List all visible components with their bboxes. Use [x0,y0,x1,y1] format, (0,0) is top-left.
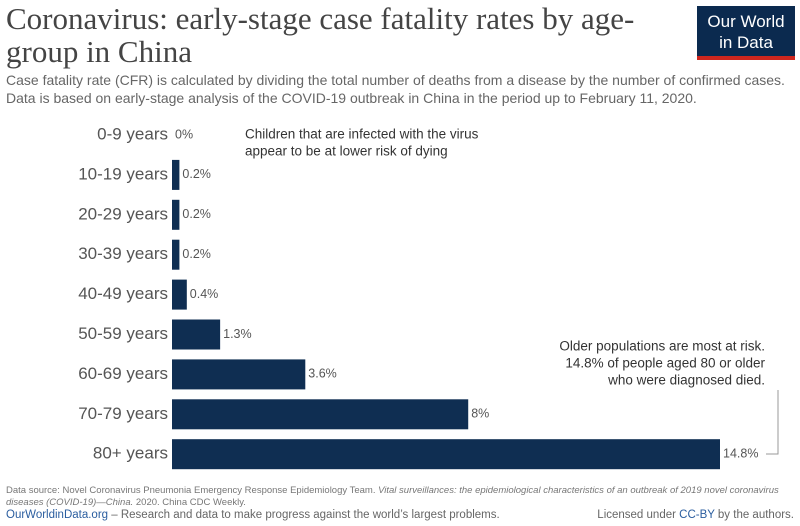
logo[interactable]: Our World in Data [697,6,795,60]
site-link[interactable]: OurWorldinData.org [6,509,109,521]
value-label: 0.2% [182,247,211,261]
logo-line: Our World [707,12,785,31]
category-label: 60-69 years [78,364,168,383]
license-text: by the authors. [714,509,794,521]
value-label: 0.2% [182,167,211,181]
annotation: Children that are infected with the viru… [245,127,479,142]
tagline: – Research and data to make progress aga… [108,509,500,521]
value-label: 0.4% [190,287,219,301]
source-text: 2020. China CDC Weekly. [133,497,246,508]
value-label: 0.2% [182,207,211,221]
chart-title: Coronavirus: early-stage case fatality r… [6,1,635,69]
bar [172,359,306,390]
annotation: Older populations are most at risk. [559,339,765,354]
category-label: 10-19 years [78,164,168,183]
source: Data source: Novel Coronavirus Pneumonia… [6,485,796,509]
source-text: Data source: Novel Coronavirus Pneumonia… [6,485,379,496]
bar [172,159,180,190]
category-label: 30-39 years [78,244,168,263]
category-label: 40-49 years [78,284,168,303]
value-label: 3.6% [308,367,337,381]
bar [172,239,180,270]
license-link[interactable]: CC-BY [679,509,715,521]
value-label: 0% [175,127,193,141]
annotation: appear to be at lower risk of dying [245,144,448,159]
chart-subtitle: Case fatality rate (CFR) is calculated b… [6,72,785,106]
license: Licensed under CC-BY by the authors. [597,509,794,521]
category-label: 20-29 years [78,204,168,223]
bar [172,399,469,430]
value-label: 8% [471,407,489,421]
bar [172,439,720,470]
category-label: 0-9 years [97,124,168,143]
bar [172,279,187,310]
source-title: Vital surveillances: the epidemiological… [6,485,779,508]
category-label: 50-59 years [78,324,168,343]
annotation-bracket [766,390,779,455]
annotation: 14.8% of people aged 80 or older [565,356,765,371]
value-label: 14.8% [723,446,758,460]
bar [172,199,180,230]
annotation: who were diagnosed died. [607,373,765,388]
logo-line: in Data [719,33,773,52]
footer: OurWorldinData.org – Research and data t… [6,509,500,521]
category-label: 70-79 years [78,404,168,423]
category-label: 80+ years [93,444,168,463]
bar [172,319,221,350]
license-text: Licensed under [597,509,680,521]
value-label: 1.3% [223,327,252,341]
